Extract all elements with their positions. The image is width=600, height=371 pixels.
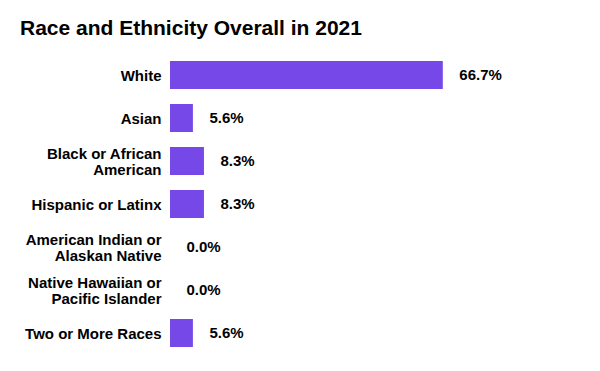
svg-text:Asian: Asian [121,110,162,127]
html-text:Race and Ethnicity Overall in: Race and Ethnicity Overall in 2021 [20,16,362,39]
svg-text:0.0%: 0.0% [187,238,221,255]
svg-text:8.3%: 8.3% [220,152,254,169]
svg-text:Black or AfricanAmerican: Black or AfricanAmerican [47,145,162,179]
svg-text:Hispanic or Latinx: Hispanic or Latinx [31,196,162,213]
svg-text:5.6%: 5.6% [209,109,243,126]
svg-text:5.6%: 5.6% [209,324,243,341]
svg-text:Native Hawaiian orPacific Isla: Native Hawaiian orPacific Islander [28,274,162,308]
svg-text:8.3%: 8.3% [220,195,254,212]
svg-text:66.7%: 66.7% [459,66,502,83]
svg-text:White: White [121,67,162,84]
svg-text:0.0%: 0.0% [187,281,221,298]
svg-text:American Indian orAlaskan Nati: American Indian orAlaskan Native [26,231,162,265]
svg-text:Two or More Races: Two or More Races [25,325,161,342]
